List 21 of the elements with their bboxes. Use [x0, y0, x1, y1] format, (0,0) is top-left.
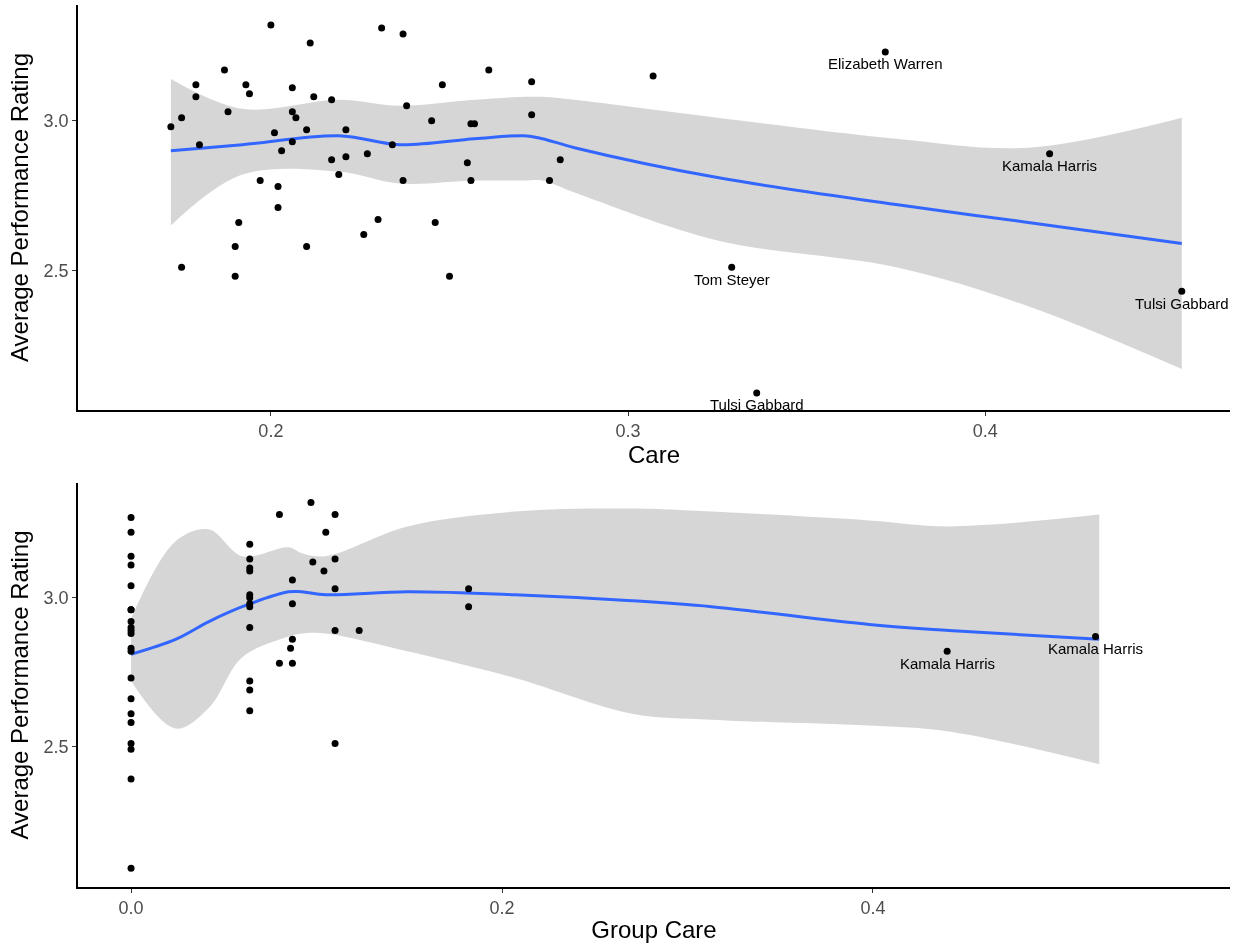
x-tick-label: 0.3 — [615, 421, 641, 442]
annotation: Tulsi Gabbard — [710, 396, 804, 413]
y-tick-label: 2.5 — [43, 260, 69, 281]
x-axis-title: Care — [627, 441, 681, 469]
annotation: Kamala Harris — [900, 655, 996, 672]
x-tick-label: 0.0 — [118, 898, 144, 919]
x-axis-title: Group Care — [591, 916, 717, 943]
annotation: Kamala Harris — [1002, 157, 1098, 174]
x-tick-label: 0.2 — [489, 898, 515, 919]
y-tick-label: 3.0 — [43, 111, 69, 132]
y-tick-label: 2.5 — [43, 736, 69, 757]
y-axis-title: Average Performance Rating — [6, 530, 34, 840]
x-tick-label: 0.4 — [972, 421, 998, 442]
annotation: Tulsi Gabbard — [1135, 295, 1229, 312]
annotation: Kamala Harris — [1048, 640, 1144, 657]
y-tick-label: 3.0 — [43, 588, 69, 609]
x-tick-label: 0.2 — [258, 421, 284, 442]
y-axis-title: Average Performance Rating — [6, 52, 34, 363]
annotation: Tom Steyer — [694, 271, 770, 288]
x-tick-label: 0.4 — [860, 898, 886, 919]
annotation: Elizabeth Warren — [828, 55, 943, 72]
